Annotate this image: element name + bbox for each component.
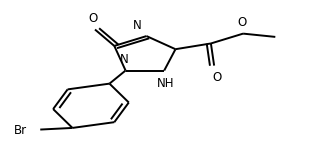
Text: N: N: [132, 19, 141, 32]
Text: Br: Br: [14, 124, 27, 137]
Text: N: N: [119, 53, 128, 66]
Text: O: O: [89, 12, 98, 25]
Text: O: O: [213, 71, 222, 83]
Text: NH: NH: [157, 77, 175, 90]
Text: O: O: [237, 16, 246, 29]
